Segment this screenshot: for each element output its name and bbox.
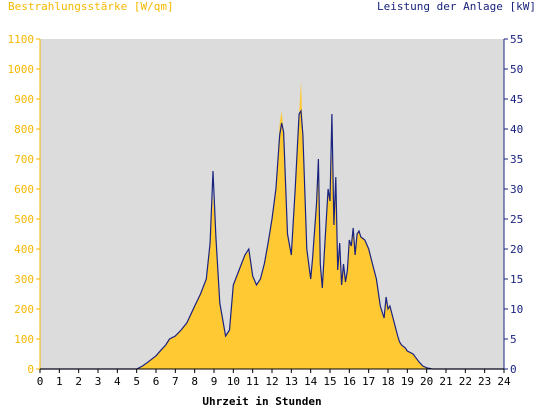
x-tick-label: 12	[265, 375, 278, 388]
power-line	[40, 109, 504, 370]
right-tick-label: 30	[510, 183, 523, 196]
x-axis-ticks: 0 1 2 3 4 5 6 7 8 9 10 11 12 13 14 15 16 17 18 19 20 21 22 23 24	[37, 369, 511, 388]
x-tick-label: 22	[459, 375, 472, 388]
right-tick-label: 50	[510, 63, 523, 76]
right-tick-label: 20	[510, 243, 523, 256]
x-tick-label: 16	[343, 375, 356, 388]
x-axis-title: Uhrzeit in Stunden	[202, 395, 321, 408]
x-tick-label: 24	[497, 375, 511, 388]
left-tick-label: 1000	[8, 63, 35, 76]
x-tick-label: 6	[153, 375, 160, 388]
right-tick-label: 40	[510, 123, 523, 136]
x-tick-label: 17	[362, 375, 375, 388]
x-tick-label: 18	[381, 375, 394, 388]
left-tick-label: 500	[14, 213, 34, 226]
x-tick-label: 19	[401, 375, 414, 388]
irradiance-area	[40, 81, 504, 369]
right-axis-title: Leistung der Anlage [kW]	[377, 0, 536, 13]
x-tick-label: 9	[211, 375, 218, 388]
x-tick-label: 7	[172, 375, 179, 388]
x-tick-label: 14	[304, 375, 318, 388]
right-axis-ticks: 0 5 10 15 20 25 30 35 40 45 50 55	[504, 33, 523, 376]
x-tick-label: 0	[37, 375, 44, 388]
x-tick-label: 8	[191, 375, 198, 388]
left-tick-label: 0	[27, 363, 34, 376]
right-tick-label: 25	[510, 213, 523, 226]
x-tick-label: 21	[439, 375, 452, 388]
irradiance-series	[40, 81, 504, 369]
right-tick-label: 0	[510, 363, 517, 376]
x-tick-label: 3	[95, 375, 102, 388]
left-tick-label: 200	[14, 303, 34, 316]
x-tick-label: 20	[420, 375, 433, 388]
right-tick-label: 45	[510, 93, 523, 106]
left-axis-ticks: 0 100 200 300 400 500 600 700 800 900 1000 1100	[8, 33, 40, 376]
left-tick-label: 1100	[8, 33, 35, 46]
x-tick-label: 23	[478, 375, 491, 388]
x-tick-label: 11	[246, 375, 259, 388]
x-tick-label: 5	[133, 375, 140, 388]
right-tick-label: 55	[510, 33, 523, 46]
x-tick-label: 10	[227, 375, 240, 388]
x-tick-label: 13	[285, 375, 298, 388]
x-tick-label: 15	[323, 375, 336, 388]
right-tick-label: 35	[510, 153, 523, 166]
x-tick-label: 1	[56, 375, 63, 388]
left-tick-label: 300	[14, 273, 34, 286]
left-tick-label: 600	[14, 183, 34, 196]
right-tick-label: 10	[510, 303, 523, 316]
left-tick-label: 900	[14, 93, 34, 106]
left-tick-label: 800	[14, 123, 34, 136]
left-tick-label: 700	[14, 153, 34, 166]
right-tick-label: 5	[510, 333, 517, 346]
left-tick-label: 100	[14, 333, 34, 346]
x-tick-label: 2	[75, 375, 82, 388]
x-tick-label: 4	[114, 375, 121, 388]
power-series	[40, 109, 504, 370]
left-tick-label: 400	[14, 243, 34, 256]
left-axis-title: Bestrahlungsstärke [W/qm]	[8, 0, 174, 13]
right-tick-label: 15	[510, 273, 523, 286]
